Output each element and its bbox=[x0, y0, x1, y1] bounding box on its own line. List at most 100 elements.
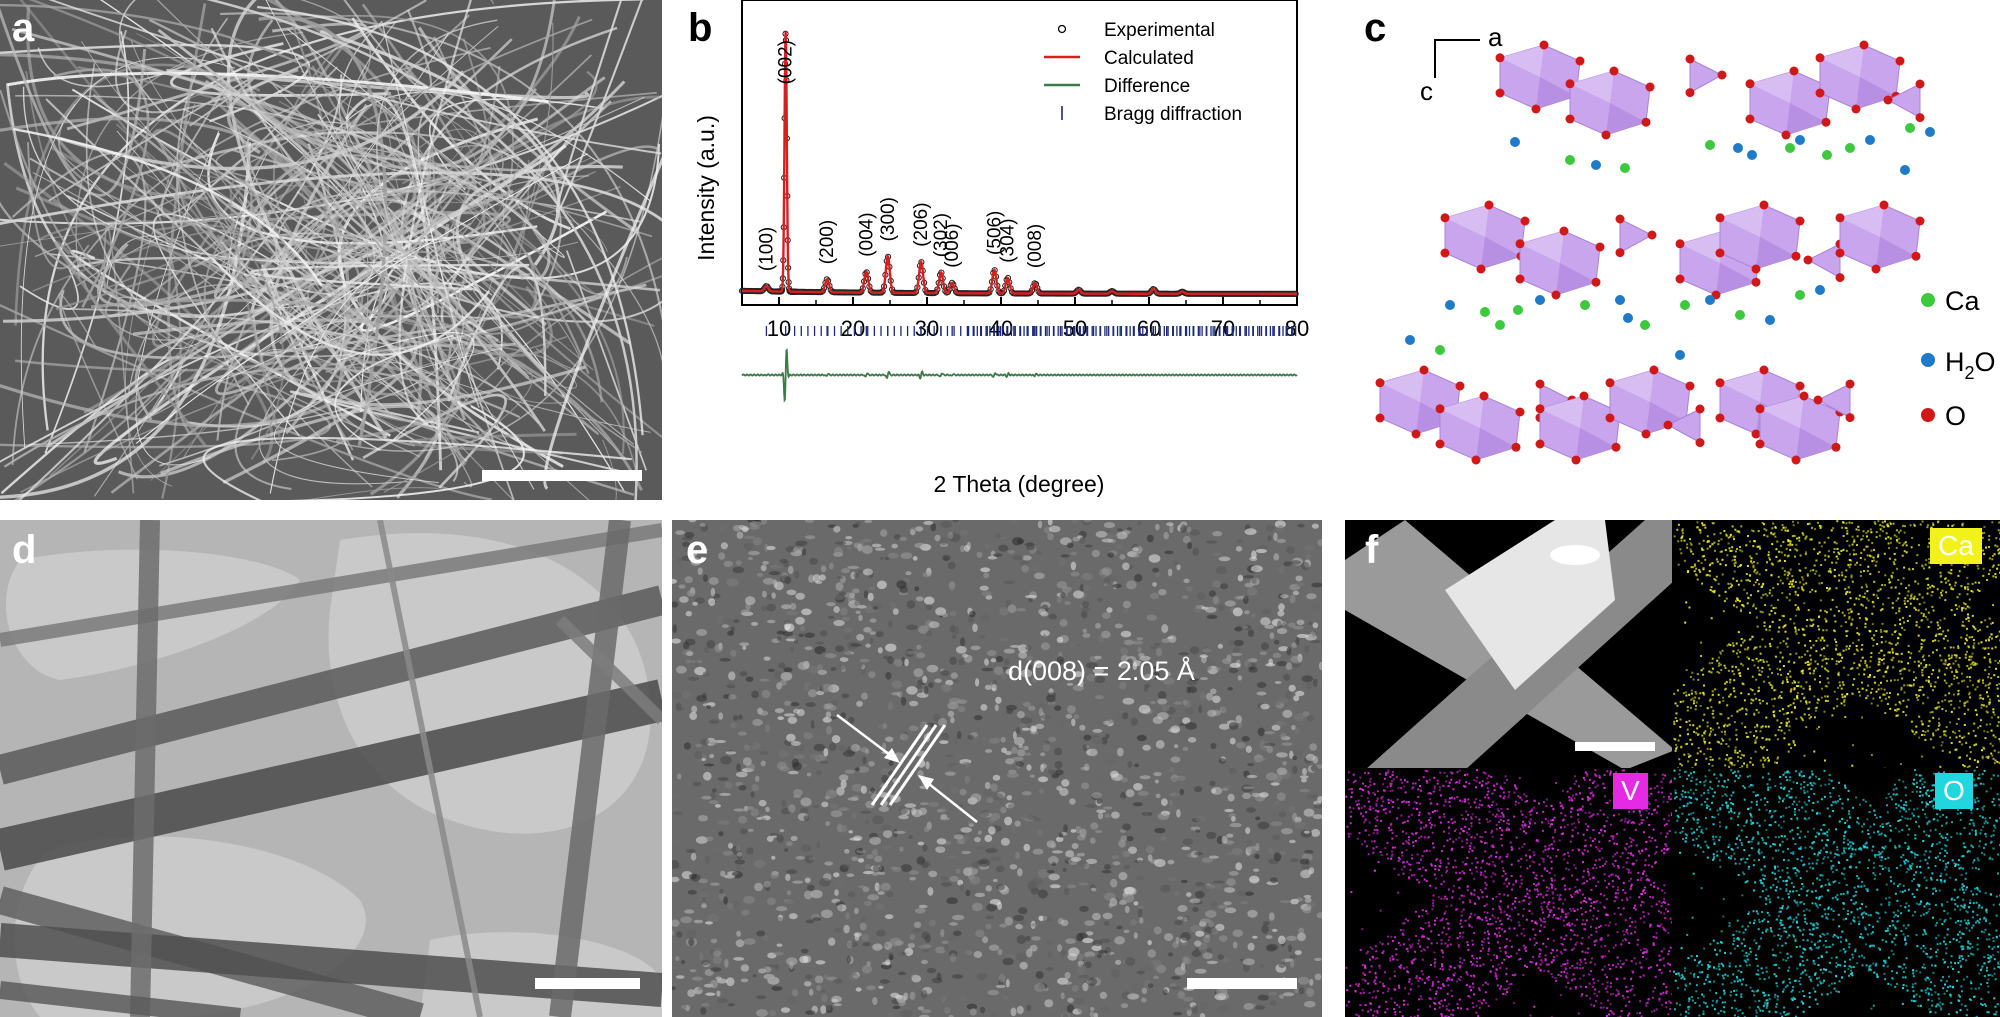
lattice-grain bbox=[858, 848, 864, 852]
sem-fibre bbox=[602, 439, 617, 500]
lattice-grain bbox=[1227, 852, 1234, 856]
signal-pixel bbox=[1821, 637, 1824, 640]
lattice-grain bbox=[842, 651, 853, 659]
signal-pixel bbox=[1964, 587, 1967, 590]
lattice-grain bbox=[834, 541, 847, 545]
oxygen-atom bbox=[1879, 200, 1889, 210]
signal-pixel bbox=[1987, 676, 1990, 679]
lattice-grain bbox=[814, 975, 824, 984]
signal-pixel bbox=[1950, 586, 1953, 589]
lattice-grain bbox=[1272, 773, 1283, 783]
polyhedron-highlight bbox=[1520, 231, 1564, 263]
lattice-grain bbox=[759, 678, 770, 682]
lattice-grain bbox=[947, 701, 959, 710]
lattice-grain bbox=[947, 710, 955, 718]
lattice-grain bbox=[720, 755, 732, 765]
lattice-grain bbox=[1243, 575, 1254, 579]
lattice-grain bbox=[949, 656, 957, 665]
lattice-grain bbox=[858, 663, 864, 668]
signal-pixel bbox=[1986, 579, 1989, 581]
lattice-grain bbox=[1259, 792, 1269, 798]
lattice-grain bbox=[1217, 954, 1224, 960]
sem-fibre bbox=[257, 5, 644, 436]
signal-pixel bbox=[1958, 656, 1961, 659]
lattice-grain bbox=[696, 695, 708, 702]
signal-pixel bbox=[1863, 548, 1866, 551]
lattice-grain bbox=[1048, 525, 1061, 533]
lattice-grain bbox=[1201, 648, 1212, 653]
lattice-grain bbox=[817, 669, 828, 675]
signal-pixel bbox=[1978, 697, 1981, 700]
lattice-grain bbox=[948, 1014, 954, 1017]
lattice-grain bbox=[844, 769, 855, 774]
signal-pixel bbox=[1972, 729, 1975, 732]
lattice-grain bbox=[1166, 522, 1174, 527]
lattice-grain bbox=[1164, 550, 1174, 555]
signal-pixel bbox=[1825, 619, 1828, 622]
lattice-grain bbox=[704, 603, 709, 612]
lattice-grain bbox=[1253, 868, 1260, 872]
sem-fibre bbox=[32, 172, 221, 294]
signal-pixel bbox=[1989, 661, 1992, 664]
signal-pixel bbox=[1975, 713, 1978, 716]
lattice-grain bbox=[841, 568, 850, 574]
signal-pixel bbox=[1864, 622, 1867, 625]
lattice-grain bbox=[1079, 828, 1087, 838]
lattice-grain bbox=[874, 547, 886, 551]
signal-pixel bbox=[1858, 664, 1861, 667]
lattice-grain bbox=[912, 556, 918, 561]
signal-pixel bbox=[1677, 523, 1680, 526]
lattice-grain bbox=[1111, 968, 1120, 978]
lattice-grain bbox=[869, 618, 877, 623]
water-molecule bbox=[1615, 295, 1625, 305]
signal-pixel bbox=[1880, 681, 1882, 684]
signal-pixel bbox=[1893, 563, 1896, 566]
lattice-grain bbox=[756, 572, 764, 577]
oxygen-atom bbox=[1803, 255, 1813, 265]
lattice-grain bbox=[1038, 608, 1047, 615]
lattice-grain bbox=[672, 624, 677, 634]
lattice-grain bbox=[852, 588, 860, 594]
signal-pixel bbox=[1912, 568, 1914, 571]
signal-pixel bbox=[1988, 666, 1991, 668]
signal-pixel bbox=[1864, 662, 1867, 665]
lattice-grain bbox=[950, 716, 955, 724]
sem-fibre bbox=[135, 153, 588, 444]
lattice-grain bbox=[766, 835, 774, 842]
signal-pixel bbox=[1980, 706, 1983, 709]
water-molecule bbox=[1591, 160, 1601, 170]
lattice-grain bbox=[703, 771, 712, 781]
signal-pixel bbox=[1923, 734, 1926, 736]
lattice-grain bbox=[969, 888, 977, 894]
lattice-grain bbox=[1092, 668, 1104, 674]
lattice-grain bbox=[1289, 858, 1299, 863]
signal-pixel bbox=[1906, 684, 1909, 687]
lattice-grain bbox=[1229, 640, 1235, 646]
signal-pixel bbox=[1991, 637, 1993, 640]
lattice-grain bbox=[1174, 890, 1180, 896]
signal-pixel bbox=[1697, 747, 1700, 750]
signal-pixel bbox=[1845, 648, 1848, 651]
signal-pixel bbox=[1973, 626, 1976, 629]
lattice-grain bbox=[990, 856, 1002, 862]
signal-pixel bbox=[1930, 621, 1933, 624]
lattice-grain bbox=[1037, 889, 1048, 899]
lattice-grain bbox=[1170, 725, 1181, 734]
lattice-grain bbox=[1154, 779, 1159, 784]
lattice-grain bbox=[817, 664, 823, 672]
signal-pixel bbox=[1839, 684, 1842, 687]
lattice-grain bbox=[792, 880, 804, 884]
signal-pixel bbox=[1945, 734, 1948, 737]
lattice-grain bbox=[783, 667, 793, 673]
signal-pixel bbox=[1678, 758, 1681, 761]
lattice-grain bbox=[1195, 829, 1201, 833]
signal-pixel bbox=[1808, 713, 1811, 716]
signal-pixel bbox=[1883, 552, 1886, 555]
lattice-grain bbox=[1005, 979, 1010, 988]
lattice-grain bbox=[936, 838, 947, 845]
sem-fibre bbox=[144, 32, 450, 349]
lattice-grain bbox=[1092, 940, 1103, 947]
signal-pixel bbox=[1740, 692, 1743, 695]
lattice-grain bbox=[872, 849, 878, 856]
lattice-grain bbox=[953, 736, 958, 745]
